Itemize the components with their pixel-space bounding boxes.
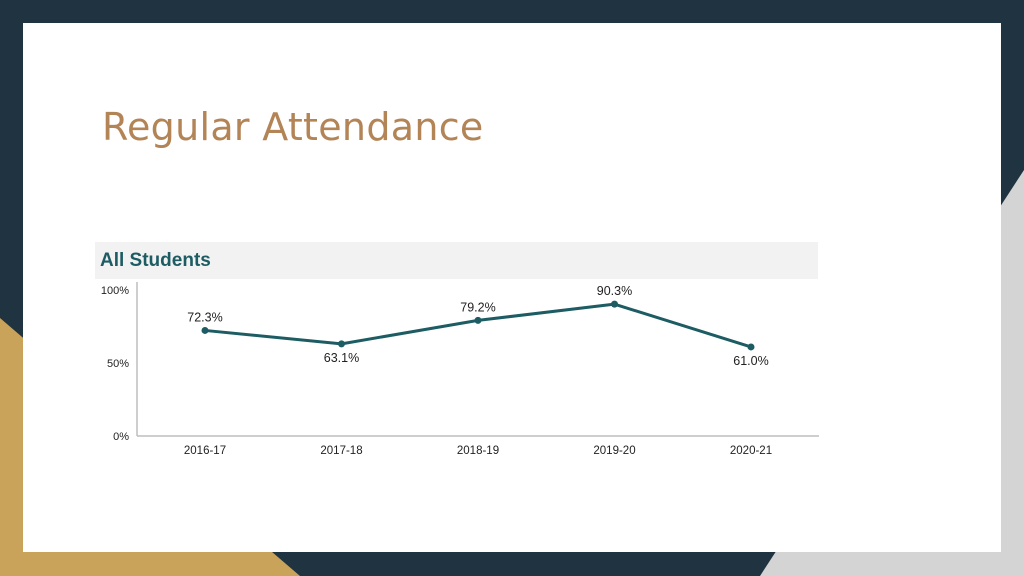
data-label: 63.1%	[324, 351, 359, 365]
chart-header-title: All Students	[100, 250, 211, 271]
data-point	[338, 340, 345, 348]
attendance-line-chart: 100% 50% 0% 2016-17 2017-18 2018-19 2019-20 202…	[101, 282, 819, 457]
slide-title: Regular Attendance	[102, 105, 484, 149]
data-label: 61.0%	[733, 354, 768, 368]
data-point	[474, 316, 482, 324]
x-tick-label: 2016-17	[184, 445, 226, 457]
chart-header: All Students	[95, 242, 818, 279]
y-tick-label: 0%	[113, 431, 129, 443]
x-tick-label: 2018-19	[457, 445, 499, 457]
data-label: 72.3%	[187, 310, 222, 324]
data-label: 90.3%	[597, 284, 632, 298]
slide-card: Regular Attendance All Students	[23, 23, 1001, 552]
data-point	[201, 326, 209, 334]
y-tick-label: 100%	[101, 285, 129, 297]
data-point	[747, 343, 755, 351]
x-tick-label: 2020-21	[730, 445, 772, 457]
y-tick-label: 50%	[107, 358, 129, 370]
x-tick-label: 2019-20	[593, 445, 635, 457]
data-label: 79.2%	[460, 300, 495, 314]
data-point	[611, 300, 618, 308]
x-tick-label: 2017-18	[320, 445, 362, 457]
